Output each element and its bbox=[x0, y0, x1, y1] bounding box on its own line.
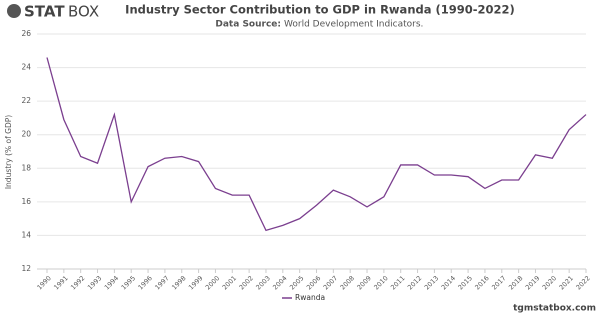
chart-subtitle: World Development Indicators. bbox=[284, 20, 423, 30]
x-tick-label: 2007 bbox=[322, 274, 339, 291]
x-tick-label: 1997 bbox=[153, 274, 170, 291]
x-tick-label: 1992 bbox=[69, 274, 86, 291]
x-tick-label: 2017 bbox=[490, 274, 507, 291]
subtitle-label: Data Source: bbox=[215, 20, 281, 30]
x-tick-label: 1996 bbox=[137, 274, 154, 291]
x-tick-label: 2022 bbox=[574, 274, 591, 291]
x-tick-label: 1993 bbox=[86, 274, 103, 291]
x-tick-label: 2014 bbox=[440, 274, 457, 291]
x-tick-label: 1991 bbox=[52, 274, 69, 291]
x-tick-label: 1998 bbox=[170, 274, 187, 291]
footer: tgmstatbox.com bbox=[513, 304, 596, 314]
line-series bbox=[46, 57, 587, 232]
x-tick-label: 2000 bbox=[204, 274, 221, 291]
x-tick-label: 2009 bbox=[356, 274, 373, 291]
y-tick-label: 26 bbox=[21, 29, 31, 38]
x-tick-label: 2012 bbox=[406, 274, 423, 291]
x-tick-label: 2006 bbox=[305, 274, 322, 291]
x-tick-label: 2021 bbox=[558, 274, 575, 291]
x-tick-label: 2015 bbox=[457, 274, 474, 291]
y-tick-label: 22 bbox=[21, 96, 31, 105]
y-tick-label: 16 bbox=[21, 197, 31, 206]
y-tick-label: 18 bbox=[21, 163, 31, 172]
y-tick-label: 24 bbox=[21, 63, 31, 72]
logo-icon bbox=[7, 4, 21, 18]
x-tick-label: 2001 bbox=[221, 274, 238, 291]
logo-bold: STAT bbox=[24, 3, 65, 21]
y-tick-label: 12 bbox=[21, 264, 31, 273]
x-tick-label: 1994 bbox=[103, 274, 120, 291]
x-tick-label: 2008 bbox=[339, 274, 356, 291]
y-axis-label: Industry (% of GDP) bbox=[4, 115, 13, 189]
x-tick-label: 2016 bbox=[473, 274, 490, 291]
x-tick-label: 2003 bbox=[254, 274, 271, 291]
legend-label: Rwanda bbox=[295, 293, 325, 302]
x-tick-label: 2013 bbox=[423, 274, 440, 291]
x-tick-label: 2005 bbox=[288, 274, 305, 291]
x-tick-label: 2018 bbox=[507, 274, 524, 291]
x-tick-label: 1995 bbox=[120, 274, 137, 291]
x-tick-label: 2020 bbox=[541, 274, 558, 291]
logo-light: BOX bbox=[68, 3, 99, 21]
y-tick-label: 20 bbox=[21, 130, 31, 139]
x-tick-label: 2002 bbox=[238, 274, 255, 291]
x-tick-label: 2004 bbox=[271, 274, 288, 291]
chart-title: Industry Sector Contribution to GDP in R… bbox=[125, 3, 515, 17]
logo: STAT BOX bbox=[7, 3, 99, 21]
x-tick-label: 1999 bbox=[187, 274, 204, 291]
x-tick-label: 2011 bbox=[389, 274, 406, 291]
y-tick-label: 14 bbox=[21, 230, 31, 239]
x-tick-label: 2010 bbox=[372, 274, 389, 291]
x-tick-label: 2019 bbox=[524, 274, 541, 291]
x-tick-label: 1990 bbox=[35, 274, 52, 291]
